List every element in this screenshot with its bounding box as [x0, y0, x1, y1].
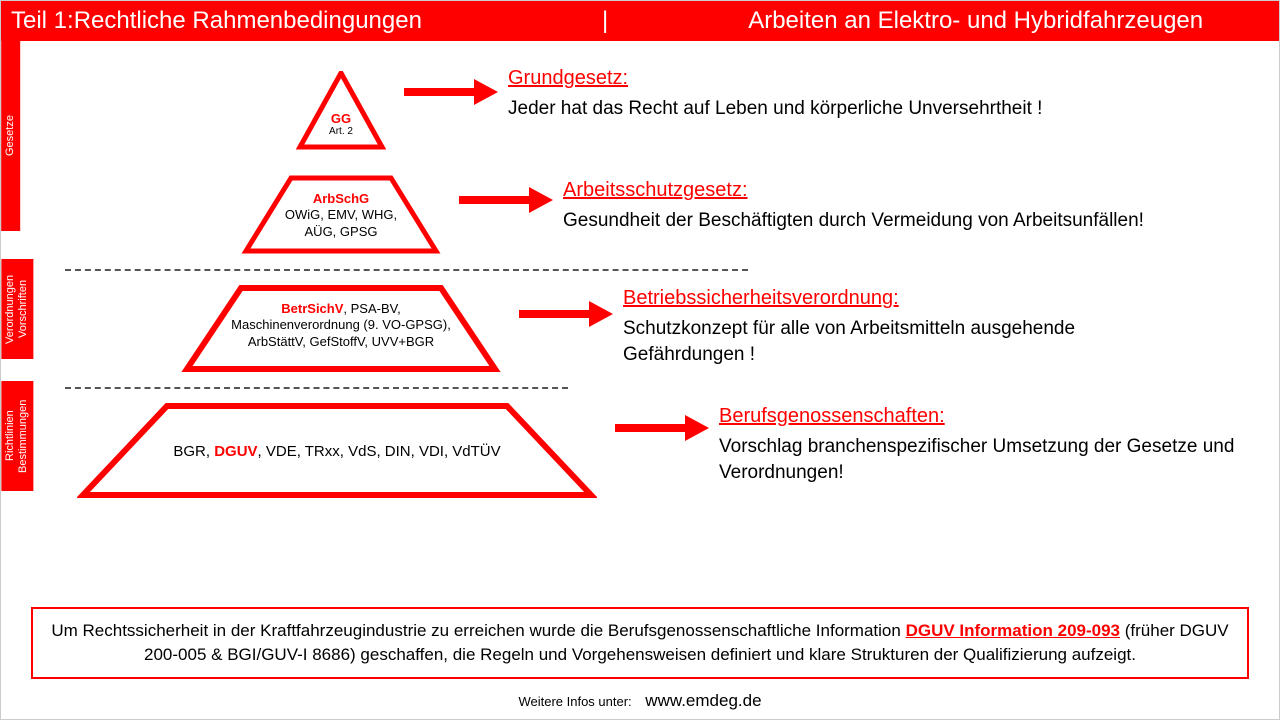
desc-arbschg: Arbeitsschutzgesetz: Gesundheit der Besc… — [563, 177, 1144, 234]
footer-info-box: Um Rechtssicherheit in der Kraftfahrzeug… — [31, 607, 1249, 679]
trapezoid-arbschg: ArbSchG OWiG, EMV, WHG, AÜG, GPSG — [241, 175, 441, 255]
desc-betrsichv: Betriebssicherheitsverordnung: Schutzkon… — [623, 285, 1143, 367]
arrow-icon — [459, 191, 559, 209]
header-bar: Teil 1:Rechtliche Rahmenbedingungen | Ar… — [1, 1, 1279, 41]
arrow-icon — [404, 83, 504, 101]
level-2: ArbSchG OWiG, EMV, WHG, AÜG, GPSG Arbeit… — [241, 175, 1239, 255]
header-right: Arbeiten an Elektro- und Hybridfahrzeuge… — [748, 7, 1203, 35]
content-area: Gesetze Verordnungen Vorschriften Richtl… — [1, 41, 1279, 499]
level-1: GG Art. 2 Grundgesetz: Jeder hat das Rec… — [296, 71, 1239, 151]
header-separator: | — [602, 7, 608, 35]
footer-highlight: DGUV Information 209-093 — [906, 621, 1120, 640]
arrow-icon — [519, 305, 619, 323]
desc-dguv: Berufsgenossenschaften: Vorschlag branch… — [719, 403, 1239, 485]
divider — [65, 387, 568, 389]
level-4: BGR, DGUV, VDE, TRxx, VdS, DIN, VDI, VdT… — [77, 403, 1239, 499]
footer-link: Weitere Infos unter: www.emdeg.de — [1, 691, 1279, 711]
level-3: BetrSichV, PSA-BV, Maschinenverordnung (… — [181, 285, 1239, 373]
triangle-gg: GG Art. 2 — [296, 71, 386, 151]
trapezoid-dguv: BGR, DGUV, VDE, TRxx, VdS, DIN, VDI, VdT… — [77, 403, 597, 499]
arrow-icon — [615, 419, 715, 437]
side-label-richtlinien: Richtlinien Bestimmungen — [1, 381, 33, 491]
side-label-verordnungen: Verordnungen Vorschriften — [1, 259, 33, 359]
header-left: Teil 1:Rechtliche Rahmenbedingungen — [11, 7, 422, 35]
side-label-gesetze: Gesetze — [1, 41, 20, 231]
divider — [65, 269, 748, 271]
trapezoid-betrsichv: BetrSichV, PSA-BV, Maschinenverordnung (… — [181, 285, 501, 373]
footer-url[interactable]: www.emdeg.de — [645, 691, 761, 710]
desc-grundgesetz: Grundgesetz: Jeder hat das Recht auf Leb… — [508, 65, 1042, 122]
